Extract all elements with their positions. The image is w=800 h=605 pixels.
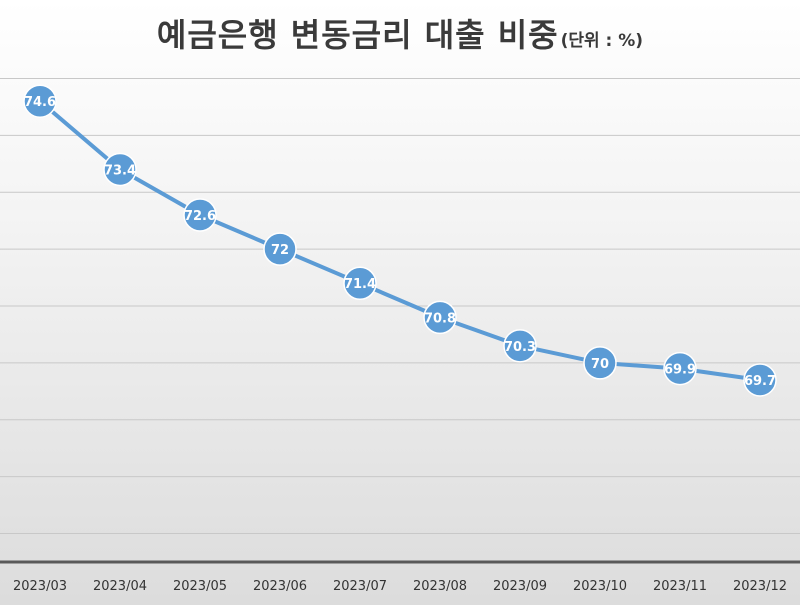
- gridlines: [0, 77, 800, 535]
- chart-title: 예금은행 변동금리 대출 비중: [156, 16, 559, 54]
- data-label: 74.6: [24, 95, 56, 110]
- data-label: 70.3: [504, 340, 536, 355]
- chart-title-block: 예금은행 변동금리 대출 비중 (단위 : %): [0, 10, 800, 56]
- data-label: 71.4: [344, 277, 376, 292]
- x-tick-label: 2023/06: [253, 579, 307, 594]
- data-label: 69.7: [744, 374, 776, 389]
- x-tick-label: 2023/03: [13, 579, 67, 594]
- data-label: 70.8: [424, 311, 456, 326]
- data-point-marker: [663, 351, 697, 386]
- data-label: 73.4: [104, 163, 136, 178]
- data-point-marker: [183, 198, 217, 232]
- data-label: 72.6: [184, 209, 216, 224]
- data-point-marker: [23, 84, 57, 118]
- series-line: [38, 99, 762, 382]
- data-point-marker: [263, 232, 297, 266]
- x-tick-label: 2023/04: [93, 579, 147, 594]
- x-tick-label: 2023/10: [573, 579, 627, 594]
- x-tick-labels: 2023/03 2023/04 2023/05 2023/06 2023/07 2023/…: [13, 579, 787, 594]
- data-point-marker: [503, 329, 537, 363]
- data-label: 70: [591, 357, 609, 372]
- x-tick-label: 2023/12: [733, 579, 787, 594]
- x-tick-label: 2023/08: [413, 579, 467, 594]
- data-point-marker: [343, 266, 377, 300]
- x-tick-label: 2023/11: [653, 579, 707, 594]
- data-point-marker: [583, 346, 617, 380]
- data-label: 72: [271, 243, 289, 258]
- data-point-marker: [103, 152, 137, 187]
- x-tick-label: 2023/07: [333, 579, 387, 594]
- chart-unit-note: (단위 : %): [560, 31, 644, 51]
- data-labels: 74.6 73.4 72.6 72 71.4 70.8 70.3 70 69.9 69.7: [24, 95, 776, 389]
- data-point-marker: [743, 363, 777, 397]
- x-tick-label: 2023/09: [493, 579, 547, 594]
- data-label: 69.9: [664, 363, 696, 378]
- x-tick-label: 2023/05: [173, 579, 227, 594]
- data-point-marker: [423, 300, 457, 335]
- series: [23, 84, 777, 397]
